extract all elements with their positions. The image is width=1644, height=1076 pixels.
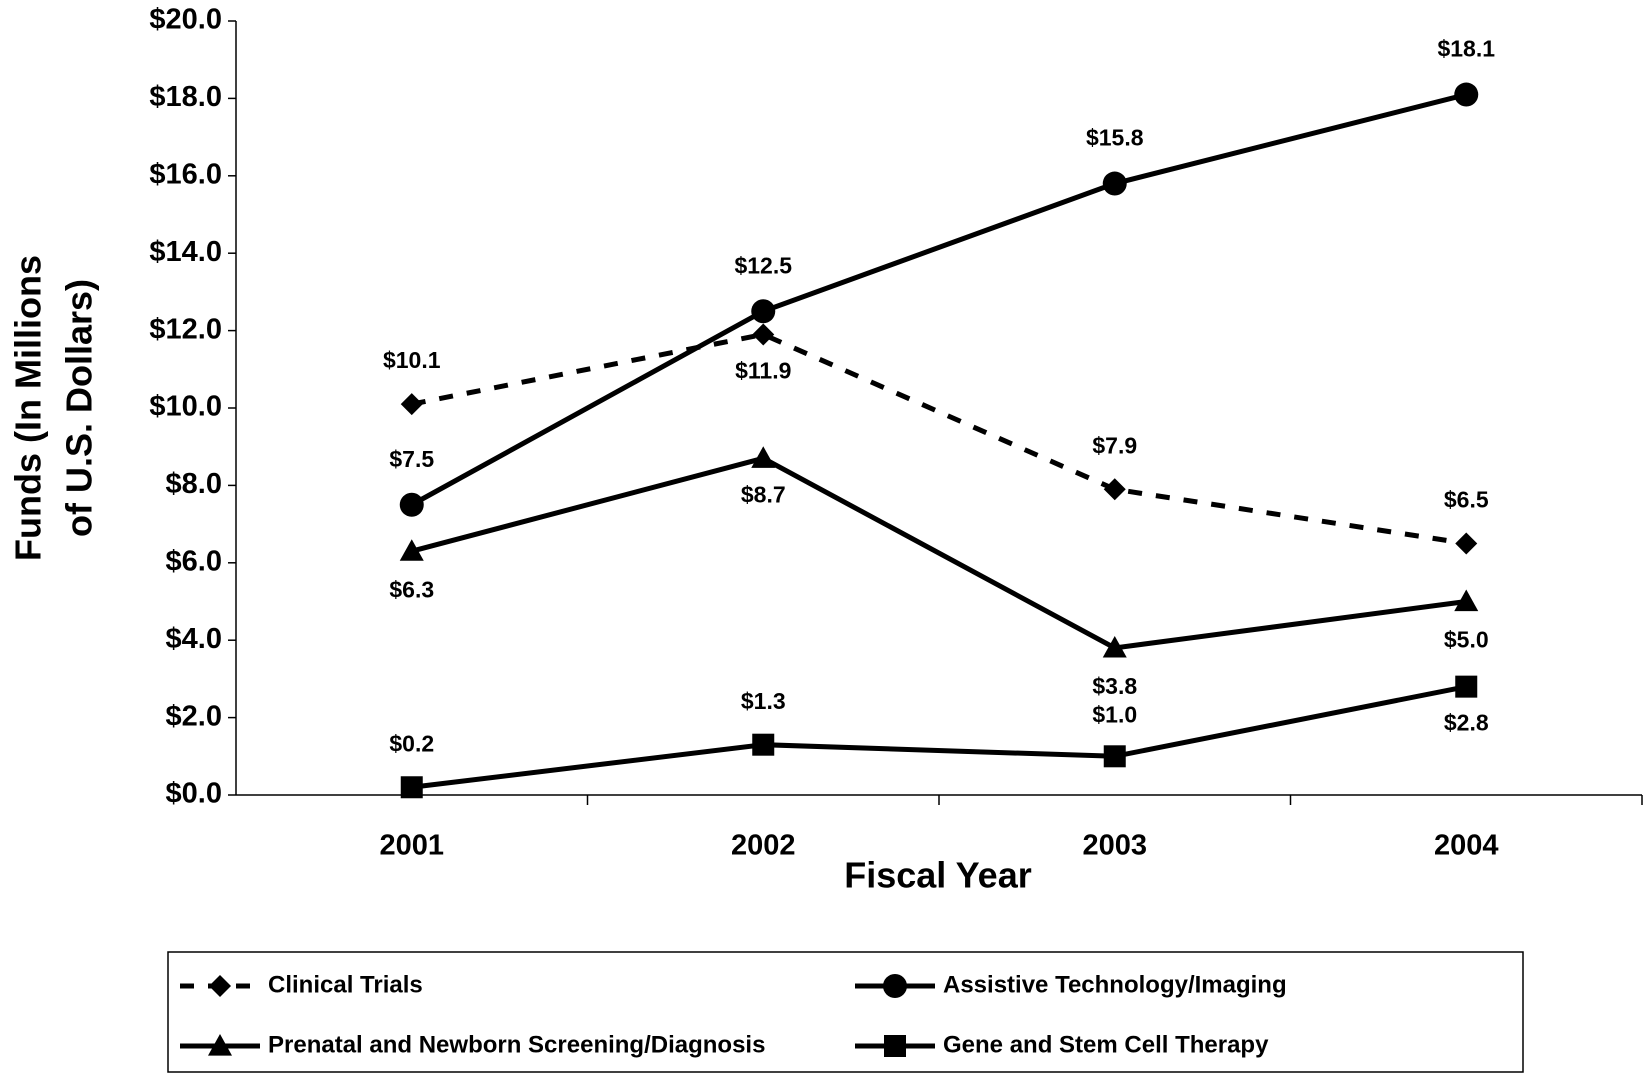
marker — [752, 323, 775, 346]
data-label: $5.0 — [1444, 627, 1489, 653]
data-label: $18.1 — [1437, 36, 1495, 62]
data-label: $15.8 — [1086, 125, 1144, 151]
marker — [1454, 589, 1479, 612]
series-line — [410, 92, 1467, 507]
legend-marker — [209, 975, 231, 997]
marker — [1455, 532, 1478, 555]
legend-marker — [884, 1035, 906, 1057]
marker — [751, 446, 776, 468]
data-label: $12.5 — [734, 252, 792, 278]
y-tick-label: $0.0 — [166, 778, 222, 810]
marker — [1103, 745, 1126, 768]
y-tick-label: $20.0 — [149, 4, 222, 36]
legend-label: Gene and Stem Cell Therapy — [943, 1031, 1269, 1058]
marker — [1103, 478, 1126, 501]
y-tick-label: $2.0 — [166, 700, 222, 732]
legend-label: Clinical Trials — [268, 971, 423, 998]
data-label: $6.5 — [1444, 487, 1489, 513]
y-tick-label: $10.0 — [149, 391, 222, 423]
legend-marker — [883, 974, 907, 998]
x-tick-label: 2004 — [1434, 830, 1499, 862]
data-label: $3.8 — [1092, 673, 1137, 699]
legend-box — [167, 951, 1524, 1073]
marker — [1102, 635, 1127, 658]
y-tick-label: $4.0 — [166, 623, 222, 655]
data-label: $6.3 — [389, 576, 434, 602]
legend-label: Assistive Technology/Imaging — [943, 971, 1287, 998]
marker — [399, 539, 424, 561]
data-label: $0.2 — [389, 730, 434, 756]
marker — [399, 492, 424, 517]
data-label: $1.0 — [1092, 701, 1137, 727]
series-line — [411, 684, 1467, 790]
data-label: $1.3 — [741, 688, 786, 714]
data-label: $10.1 — [383, 347, 441, 373]
x-tick-label: 2003 — [1082, 830, 1147, 862]
y-tick-label: $8.0 — [166, 468, 222, 500]
data-label: $8.7 — [741, 481, 786, 507]
marker — [1102, 171, 1127, 196]
marker — [400, 776, 423, 799]
y-axis-title: of U.S. Dollars) — [59, 279, 100, 537]
x-tick-label: 2001 — [379, 830, 444, 862]
data-label: $11.9 — [735, 358, 791, 384]
y-tick-label: $12.0 — [149, 313, 222, 345]
marker — [752, 733, 775, 756]
y-tick-label: $18.0 — [149, 81, 222, 113]
y-tick-label: $14.0 — [149, 236, 222, 268]
data-label: $7.5 — [389, 446, 434, 472]
legend-label: Prenatal and Newborn Screening/Diagnosis — [268, 1031, 765, 1058]
y-tick-label: $16.0 — [149, 158, 222, 190]
series-line — [411, 331, 1467, 546]
marker — [1455, 675, 1478, 698]
marker — [400, 393, 423, 416]
y-axis-title: Funds (In Millions — [8, 255, 49, 561]
series-line — [411, 455, 1467, 651]
y-tick-label: $6.0 — [166, 545, 222, 577]
x-tick-label: 2002 — [731, 830, 796, 862]
marker — [751, 299, 776, 324]
x-axis-title: Fiscal Year — [844, 855, 1032, 896]
data-label: $7.9 — [1092, 432, 1137, 458]
marker — [1454, 82, 1479, 107]
data-label: $2.8 — [1444, 710, 1489, 736]
legend-marker — [208, 1034, 232, 1056]
